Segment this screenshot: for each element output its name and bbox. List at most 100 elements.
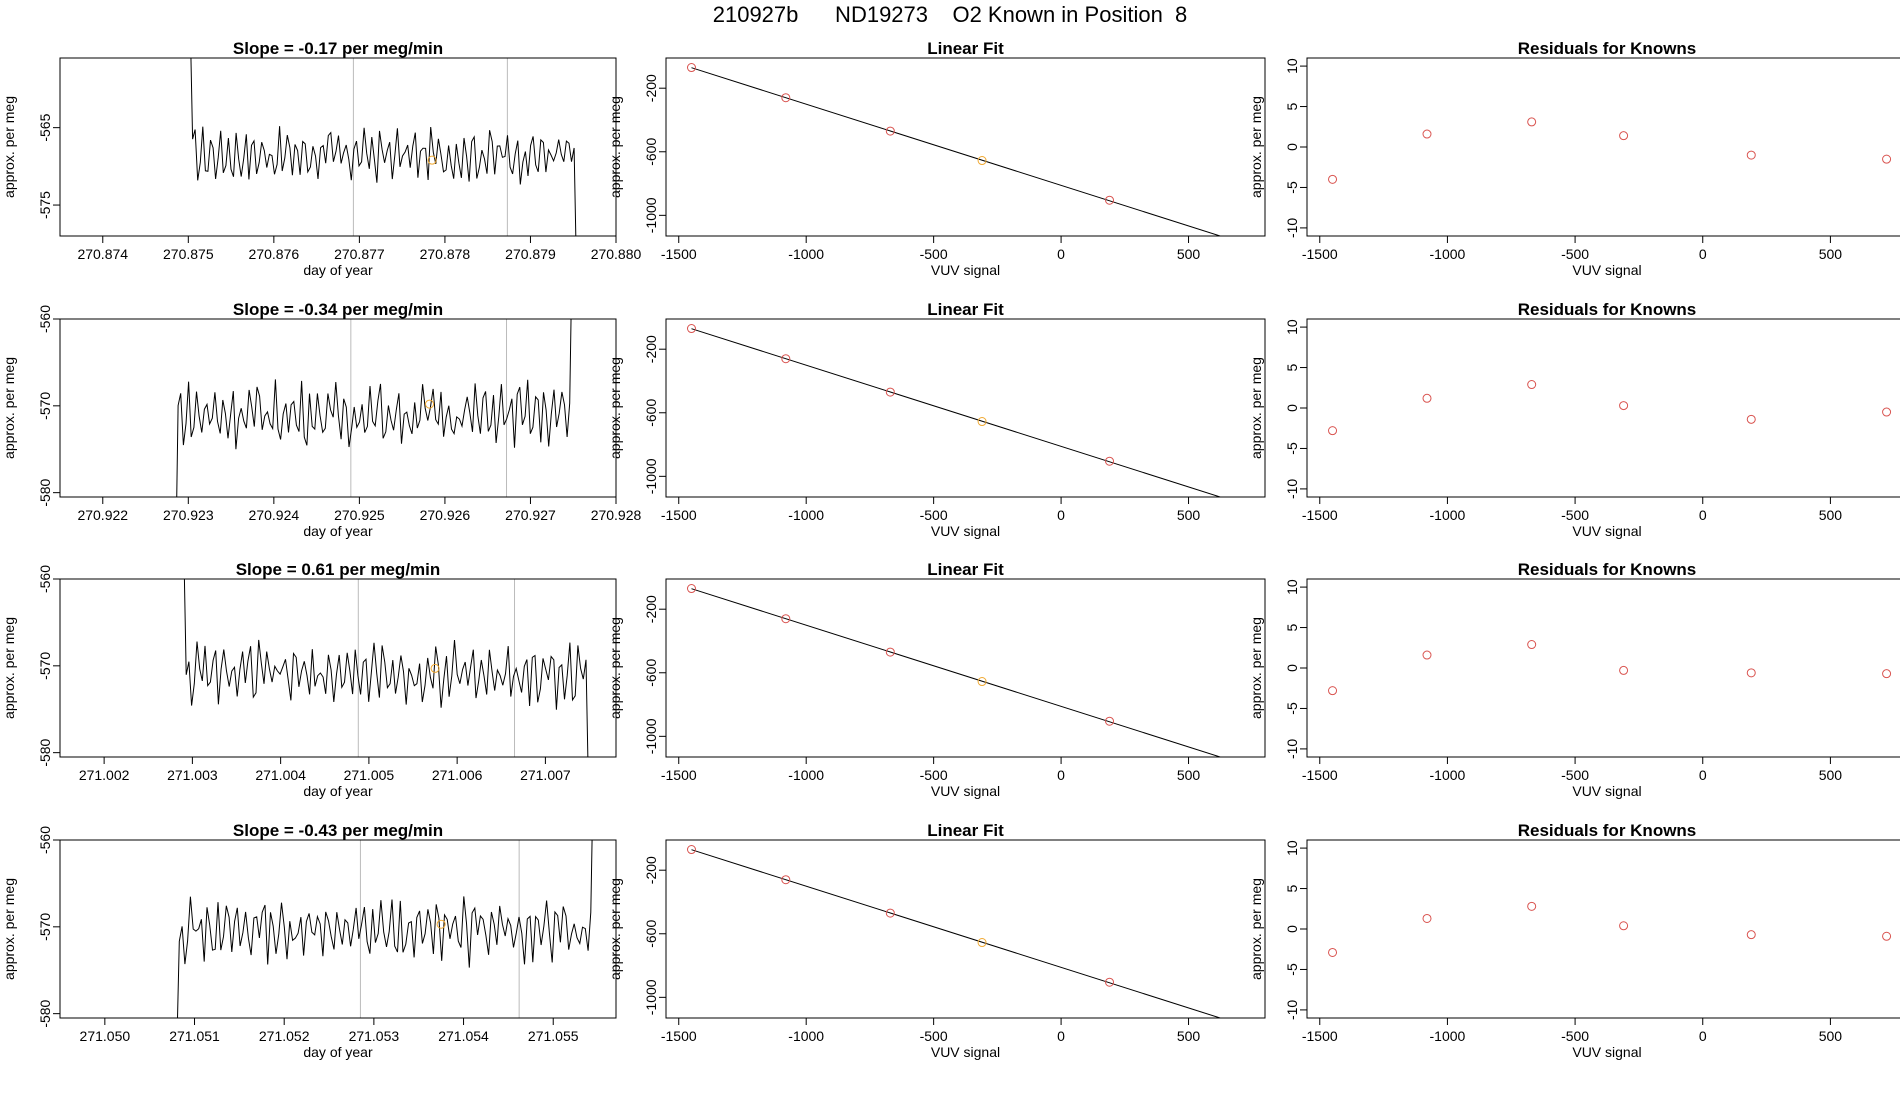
y-axis-label: approx. per meg bbox=[607, 878, 623, 980]
data-point bbox=[885, 387, 895, 397]
fit-line bbox=[691, 588, 1222, 757]
y-tick-label: 0 bbox=[1284, 925, 1300, 933]
y-tick-label: -200 bbox=[643, 335, 659, 363]
x-tick-label: -500 bbox=[920, 1028, 948, 1044]
data-point bbox=[1241, 240, 1249, 248]
data-point bbox=[1527, 380, 1537, 390]
plot-frame bbox=[59, 578, 617, 758]
y-tick-label: -600 bbox=[643, 399, 659, 427]
plot-frame bbox=[59, 57, 617, 237]
plot-area bbox=[1328, 117, 1892, 184]
x-tick-label: -1500 bbox=[1302, 1028, 1338, 1044]
plot-area bbox=[177, 840, 593, 1018]
y-axis-label: approx. per meg bbox=[607, 357, 623, 459]
highlight-point bbox=[425, 399, 435, 409]
data-point bbox=[977, 938, 987, 948]
x-tick-label: 0 bbox=[1699, 767, 1707, 783]
data-point bbox=[977, 156, 987, 166]
y-axis-label: approx. per meg bbox=[1, 357, 17, 459]
x-tick-label: 271.052 bbox=[259, 1028, 310, 1044]
data-point bbox=[686, 63, 696, 73]
x-tick-label: 271.054 bbox=[438, 1028, 489, 1044]
x-tick-label: -1500 bbox=[661, 507, 697, 523]
plot-frame bbox=[1306, 578, 1900, 758]
data-point bbox=[1241, 1022, 1249, 1030]
data-point bbox=[1619, 921, 1629, 931]
y-axis-label: approx. per meg bbox=[607, 617, 623, 719]
data-point bbox=[686, 584, 696, 594]
x-tick-label: 500 bbox=[1819, 767, 1843, 783]
x-tick-label: 271.006 bbox=[432, 767, 483, 783]
plot-frame bbox=[1306, 57, 1900, 237]
x-tick-label: -1000 bbox=[788, 246, 824, 262]
x-tick-label: -1500 bbox=[661, 767, 697, 783]
data-point bbox=[1422, 129, 1432, 139]
x-tick-label: 271.004 bbox=[255, 767, 306, 783]
x-tick-label: 500 bbox=[1177, 246, 1201, 262]
y-tick-label: -575 bbox=[37, 191, 53, 219]
y-tick-label: -560 bbox=[37, 565, 53, 593]
x-tick-label: -1500 bbox=[661, 1028, 697, 1044]
x-axis-label: VUV signal bbox=[931, 523, 1000, 539]
data-point bbox=[1746, 150, 1756, 160]
panel-title: Residuals for Knowns bbox=[1518, 560, 1697, 579]
y-tick-label: -600 bbox=[643, 138, 659, 166]
plot-frame bbox=[665, 57, 1266, 237]
data-point bbox=[781, 93, 791, 103]
plot-frame bbox=[665, 578, 1266, 758]
data-point bbox=[1527, 117, 1537, 127]
x-axis-label: VUV signal bbox=[1572, 262, 1641, 278]
series-line bbox=[176, 319, 572, 497]
y-tick-label: 5 bbox=[1284, 102, 1300, 110]
y-tick-label: 10 bbox=[1284, 840, 1300, 856]
plot-frame bbox=[665, 318, 1266, 498]
x-axis-label: VUV signal bbox=[931, 1044, 1000, 1060]
y-tick-label: 0 bbox=[1284, 664, 1300, 672]
x-tick-label: 270.879 bbox=[505, 246, 556, 262]
data-point bbox=[1241, 761, 1249, 769]
data-point bbox=[1328, 426, 1338, 436]
x-axis-label: VUV signal bbox=[931, 783, 1000, 799]
panel-title: Residuals for Knowns bbox=[1518, 300, 1697, 319]
x-tick-label: -1500 bbox=[661, 246, 697, 262]
data-point bbox=[977, 677, 987, 687]
x-axis-label: VUV signal bbox=[1572, 783, 1641, 799]
highlight-point bbox=[436, 919, 446, 929]
panel-title: Linear Fit bbox=[927, 821, 1004, 840]
x-tick-label: 0 bbox=[1057, 1028, 1065, 1044]
panel-title: Linear Fit bbox=[927, 560, 1004, 579]
data-point bbox=[1105, 195, 1115, 205]
x-tick-label: 270.874 bbox=[77, 246, 128, 262]
data-point bbox=[1882, 154, 1892, 164]
x-tick-label: 0 bbox=[1057, 507, 1065, 523]
data-point bbox=[1105, 716, 1115, 726]
y-tick-label: -570 bbox=[37, 652, 53, 680]
y-tick-label: 0 bbox=[1284, 404, 1300, 412]
x-tick-label: 271.003 bbox=[167, 767, 218, 783]
y-tick-label: 5 bbox=[1284, 363, 1300, 371]
x-tick-label: -1000 bbox=[1430, 1028, 1466, 1044]
panel-title: Slope = -0.17 per meg/min bbox=[233, 39, 443, 58]
plot-area bbox=[183, 579, 589, 757]
x-tick-label: -1500 bbox=[1302, 767, 1338, 783]
x-tick-label: 0 bbox=[1699, 507, 1707, 523]
y-tick-label: -200 bbox=[643, 74, 659, 102]
panel-timeseries-2: 270.922 270.923 270.924 270.925 270.926 270.9… bbox=[1, 300, 642, 539]
y-tick-label: 5 bbox=[1284, 884, 1300, 892]
x-tick-label: -500 bbox=[1561, 1028, 1589, 1044]
y-tick-label: -1000 bbox=[643, 197, 659, 233]
x-tick-label: -1000 bbox=[1430, 507, 1466, 523]
x-tick-label: 271.053 bbox=[349, 1028, 400, 1044]
panel-residuals-3: -1500 -1000 -500 0 500 -10 -5 0 5 10 Residuals for… bbox=[1248, 560, 1900, 799]
x-tick-label: 270.876 bbox=[249, 246, 300, 262]
y-tick-label: -1000 bbox=[643, 718, 659, 754]
series-line bbox=[183, 579, 589, 757]
x-tick-label: 270.925 bbox=[334, 507, 385, 523]
plot-frame bbox=[59, 839, 617, 1019]
x-tick-label: 270.924 bbox=[249, 507, 300, 523]
x-tick-label: 271.055 bbox=[528, 1028, 579, 1044]
panel-title: Slope = -0.43 per meg/min bbox=[233, 821, 443, 840]
y-axis-label: approx. per meg bbox=[1, 617, 17, 719]
data-point bbox=[977, 417, 987, 427]
